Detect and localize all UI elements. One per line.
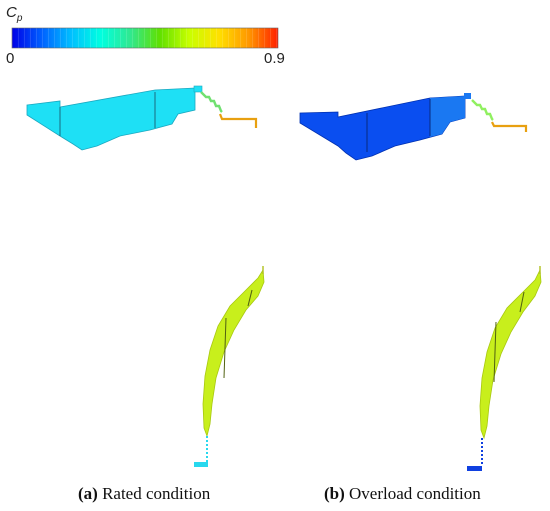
panel-a-top-blade (26, 87, 196, 151)
panel-a-bottom-view (194, 266, 265, 467)
panel-a-bottom-blade (202, 268, 265, 438)
colorbar (11, 27, 279, 49)
colorbar-max-label: 0.9 (264, 50, 285, 67)
panel-b-top-outlet (491, 121, 528, 132)
panel-a-bottom-seam-1 (223, 317, 227, 379)
panel-b-bottom-seam-2 (519, 291, 525, 313)
panel-a-bottom-seam-2 (247, 289, 253, 307)
panel-b-bottom-foot (467, 466, 482, 471)
colorbar-title: Cp (6, 4, 23, 24)
panel-b-top-stair (471, 99, 494, 121)
panel-b-bottom-seam-1 (493, 321, 497, 383)
panel-b-top-cap (464, 93, 471, 99)
panel-b-top-band (430, 96, 465, 137)
panel-a-top-cap (193, 85, 203, 93)
panel-b-top-blade (299, 95, 466, 161)
caption-a: (a) Rated condition (78, 484, 211, 503)
colorbar-border (11, 27, 279, 49)
colorbar-ticks (12, 28, 278, 48)
panel-a-top-outlet (218, 113, 258, 128)
caption-b: (b) Overload condition (324, 484, 481, 503)
colorbar-min-label: 0 (6, 50, 15, 67)
panel-a-top-view (26, 85, 258, 151)
panel-b-bottom-blade (479, 268, 542, 440)
panel-a-bottom-foot (194, 462, 208, 467)
panel-b-bottom-view (467, 266, 542, 471)
panel-b-top-view (299, 93, 528, 161)
panel-a-top-stair (200, 91, 223, 113)
